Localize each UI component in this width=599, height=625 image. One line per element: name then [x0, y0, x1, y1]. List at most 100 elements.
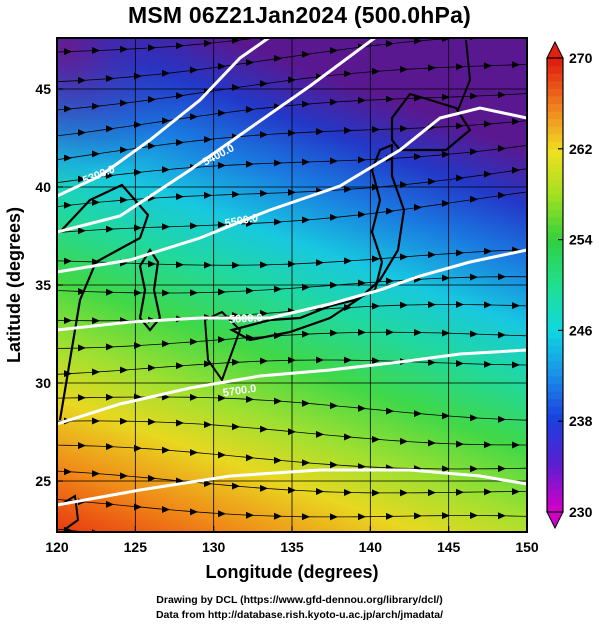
streamline	[57, 191, 527, 234]
colorbar-segment	[547, 186, 563, 195]
wind-arrow	[372, 183, 380, 191]
wind-arrow	[442, 329, 450, 337]
wind-arrow	[204, 360, 212, 368]
colorbar-segment	[547, 390, 563, 400]
wind-arrow	[148, 534, 156, 541]
wind-arrow	[442, 274, 450, 282]
map-title: MSM 06Z21Jan2024 (500.0hPa)	[128, 2, 471, 28]
wind-arrow	[78, 227, 86, 235]
wind-arrow	[176, 42, 184, 50]
wind-arrow	[232, 423, 240, 431]
wind-arrow	[190, 289, 198, 297]
colorbar-segment	[547, 345, 563, 354]
wind-arrow	[260, 261, 268, 269]
wind-arrow	[498, 191, 506, 199]
wind-arrow	[274, 456, 282, 464]
colorbar-segment	[547, 307, 563, 316]
wind-arrow	[442, 199, 450, 207]
colorbar-segment	[547, 300, 563, 309]
wind-arrow	[302, 100, 310, 108]
wind-arrow	[316, 128, 324, 136]
wind-arrow	[134, 393, 142, 401]
wind-arrow	[176, 193, 184, 201]
contour-label: 5600.0	[229, 312, 263, 326]
wind-arrow	[386, 40, 394, 48]
wind-arrow	[246, 334, 254, 342]
wind-arrow	[484, 247, 492, 255]
wind-arrow	[456, 440, 464, 448]
wind-arrow	[260, 309, 268, 317]
wind-arrow	[414, 38, 422, 45]
wind-arrow	[232, 190, 240, 198]
wind-arrow	[428, 251, 436, 259]
wind-arrow	[134, 168, 142, 176]
colorbar-segment	[547, 88, 563, 97]
wind-arrow	[260, 425, 268, 433]
wind-arrow	[316, 26, 324, 33]
colorbar-segment	[547, 322, 563, 331]
wind-arrow	[456, 301, 464, 309]
wind-arrow	[246, 395, 254, 403]
wind-arrow	[498, 331, 506, 339]
wind-arrow	[330, 46, 338, 54]
wind-arrow	[204, 261, 212, 269]
wind-arrow	[330, 402, 338, 410]
wind-arrow	[484, 488, 492, 496]
wind-arrow	[218, 336, 226, 344]
wind-arrow	[64, 526, 72, 532]
wind-arrow	[512, 302, 520, 310]
wind-arrow	[134, 224, 142, 232]
wind-arrow	[442, 412, 450, 420]
wind-arrow	[470, 330, 478, 338]
colorbar-segment	[547, 141, 563, 150]
y-tick-label: 35	[35, 277, 51, 293]
wind-arrow	[288, 129, 296, 137]
wind-arrow	[302, 216, 310, 224]
wind-arrow	[92, 198, 100, 206]
y-tick-label: 45	[35, 81, 51, 97]
colorbar-segment	[547, 58, 563, 67]
wind-arrow	[470, 465, 478, 473]
colorbar-segment	[547, 156, 563, 165]
wind-arrow	[484, 5, 492, 12]
wind-arrow	[148, 44, 156, 52]
wind-arrow	[134, 503, 142, 511]
wind-arrow	[176, 139, 184, 147]
wind-arrow	[512, 118, 520, 126]
wind-arrow	[274, 332, 282, 340]
colorbar-segment	[547, 239, 563, 248]
wind-arrow	[484, 62, 492, 70]
wind-arrow	[330, 329, 338, 337]
wind-arrow	[64, 154, 72, 162]
contour-label: 5700.0	[222, 383, 257, 400]
wind-arrow	[302, 158, 310, 166]
colorbar-segment	[547, 451, 563, 460]
wind-arrow	[64, 105, 72, 113]
wind-arrow	[232, 537, 240, 544]
y-axis-title: Latitude (degrees)	[4, 207, 24, 363]
contour-line	[57, 106, 527, 274]
wind-arrow	[106, 500, 114, 508]
wind-arrow	[470, 414, 478, 422]
wind-arrow	[386, 277, 394, 285]
wind-arrow	[106, 74, 114, 82]
wind-arrow	[288, 188, 296, 196]
colorbar-tick-label: 254	[569, 232, 593, 248]
wind-arrow	[330, 98, 338, 106]
wind-arrow	[330, 281, 338, 289]
x-tick-label: 125	[124, 539, 148, 555]
colorbar-segment	[547, 360, 563, 369]
wind-arrow	[330, 213, 338, 221]
wind-arrow	[358, 156, 366, 164]
wind-arrow	[78, 129, 86, 137]
wind-arrow	[344, 433, 352, 441]
wind-arrow	[218, 62, 226, 70]
colorbar-segment	[547, 163, 563, 173]
wind-arrow	[190, 113, 198, 121]
wind-arrow	[302, 513, 310, 521]
wind-arrow	[260, 131, 268, 139]
wind-arrow	[344, 185, 352, 193]
colorbar-segment	[547, 292, 563, 301]
colorbar: 270 262 254 246 238 230	[546, 40, 593, 530]
wind-arrow	[512, 166, 520, 174]
